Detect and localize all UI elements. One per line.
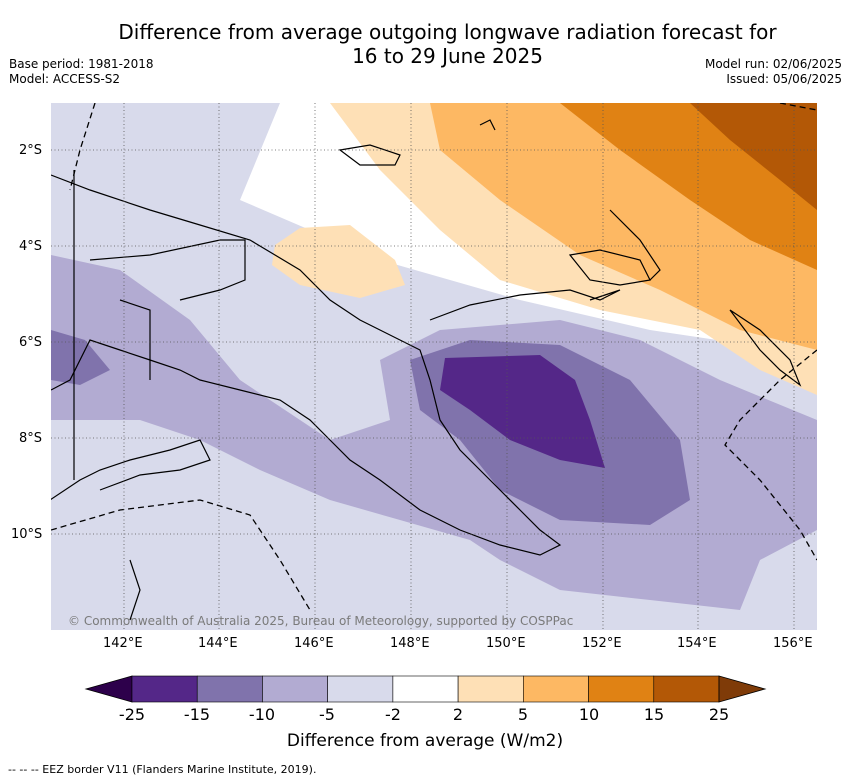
- lon-label-142e: 142°E: [103, 636, 143, 651]
- cbar-tick: 15: [643, 705, 665, 724]
- cbar-segment: [131, 675, 198, 703]
- cbar-tick: 25: [708, 705, 730, 724]
- cbar-segment: [457, 675, 524, 703]
- title-line-1: Difference from average outgoing longwav…: [118, 20, 777, 44]
- model-run: Model run: 02/06/2025: [704, 57, 842, 71]
- lon-label-144e: 144°E: [198, 636, 238, 651]
- meta-right: Model run: 02/06/2025 Issued: 05/06/2025: [705, 57, 842, 87]
- cbar-extend-high: [718, 675, 767, 703]
- contour-plus15: [690, 103, 817, 210]
- colorbar-label: Difference from average (W/m2): [286, 731, 564, 751]
- cbar-segment: [588, 675, 655, 703]
- gridlines: [51, 103, 817, 630]
- eez-footnote: -- -- -- EEZ border V11 (Flanders Marine…: [8, 763, 317, 776]
- lon-label-148e: 148°E: [390, 636, 430, 651]
- cbar-segment: [523, 675, 589, 703]
- lon-label-146e: 146°E: [294, 636, 334, 651]
- cbar-tick: 10: [578, 705, 600, 724]
- coastlines: [51, 119, 802, 621]
- lon-label-156e: 156°E: [773, 636, 813, 651]
- colorbar: [84, 675, 767, 703]
- contour-minus5-top: [51, 103, 240, 230]
- cbar-tick: -5: [319, 705, 335, 724]
- map-title: Difference from average outgoing longwav…: [60, 20, 835, 68]
- base-period: Base period: 1981-2018: [9, 57, 154, 71]
- title-line-2: 16 to 29 June 2025: [352, 44, 543, 68]
- cbar-segment: [196, 675, 263, 703]
- cbar-tick: -2: [385, 705, 401, 724]
- lon-label-150e: 150°E: [486, 636, 526, 651]
- contour-plus2-island: [272, 225, 405, 298]
- lat-label-6s: 6°S: [19, 335, 43, 350]
- cbar-tick: -25: [118, 705, 146, 724]
- cbar-segment: [262, 675, 328, 703]
- issued-date: Issued: 05/06/2025: [726, 72, 842, 86]
- meta-left: Base period: 1981-2018 Model: ACCESS-S2: [9, 57, 154, 87]
- eez-borders: [51, 103, 817, 611]
- lon-label-154e: 154°E: [677, 636, 717, 651]
- lat-label-2s: 2°S: [19, 143, 43, 158]
- cbar-tick: -15: [183, 705, 211, 724]
- copyright-text: © Commonwealth of Australia 2025, Bureau…: [68, 614, 574, 628]
- lat-label-10s: 10°S: [11, 527, 43, 542]
- cbar-tick: 2: [452, 705, 464, 724]
- cbar-tick: 5: [517, 705, 529, 724]
- cbar-segment: [392, 675, 459, 703]
- cbar-segment: [653, 675, 720, 703]
- model-name: Model: ACCESS-S2: [9, 72, 121, 86]
- cbar-tick: -10: [248, 705, 276, 724]
- anomaly-field: [51, 103, 817, 630]
- lat-label-8s: 8°S: [19, 431, 43, 446]
- lon-label-152e: 152°E: [582, 636, 622, 651]
- contour-minus15-west: [51, 330, 110, 385]
- cbar-extend-low: [84, 675, 133, 703]
- contour-minus25: [440, 355, 605, 468]
- lat-label-4s: 4°S: [19, 239, 43, 254]
- cbar-segment: [327, 675, 394, 703]
